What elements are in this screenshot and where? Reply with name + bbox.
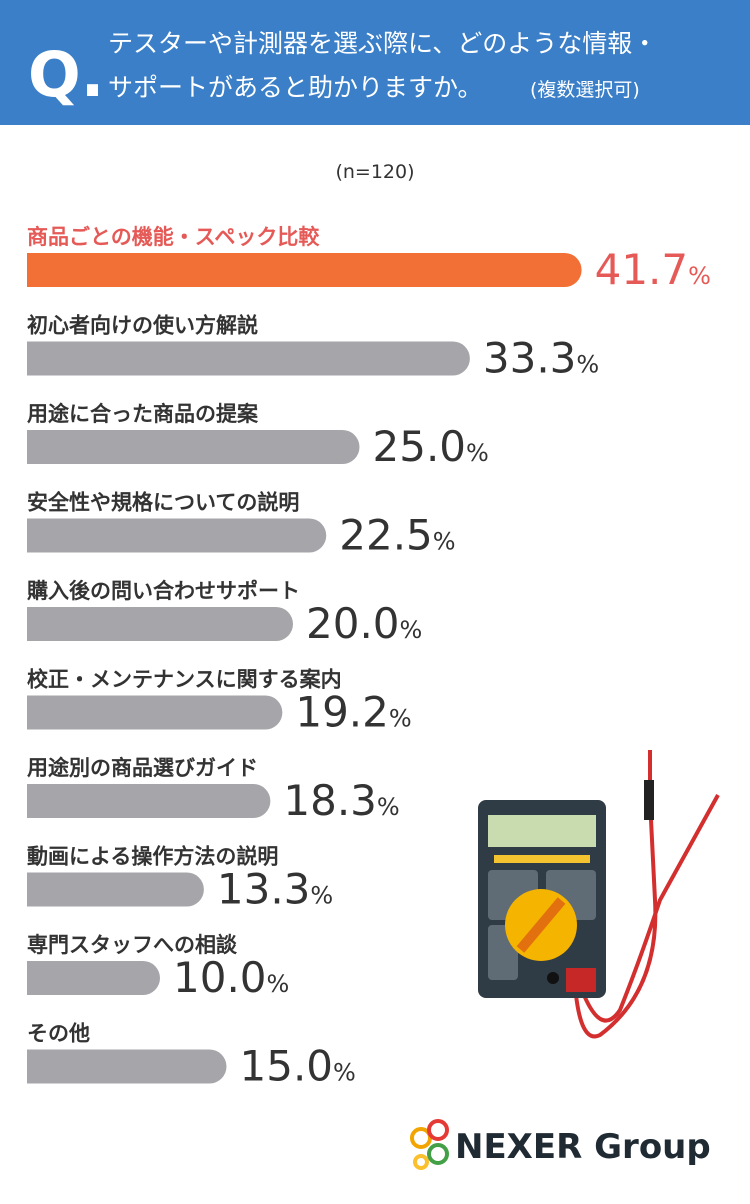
bar bbox=[27, 695, 283, 730]
value-label: 25.0% bbox=[373, 422, 489, 471]
category-label: 専門スタッフへの相談 bbox=[27, 933, 238, 957]
category-label: 用途別の商品選びガイド bbox=[27, 756, 258, 780]
question: テスターや計測器を選ぶ際に、どのような情報・ bbox=[108, 29, 657, 58]
bar bbox=[27, 430, 360, 464]
value-label: 20.0% bbox=[306, 599, 422, 648]
bar bbox=[27, 961, 160, 995]
bar bbox=[27, 607, 293, 641]
category-label: 購入後の問い合わせサポート bbox=[26, 579, 300, 603]
category-label: 校正・メンテナンスに関する案内 bbox=[27, 668, 342, 692]
bar bbox=[27, 253, 582, 287]
value-label: 22.5% bbox=[339, 511, 455, 560]
value-label: 19.2% bbox=[295, 688, 411, 737]
bar bbox=[27, 872, 204, 907]
category-label: 初心者向けの使い方解説 bbox=[27, 314, 258, 338]
bar bbox=[27, 518, 327, 553]
value-label: 13.3% bbox=[217, 865, 333, 914]
value-label: 33.3% bbox=[483, 334, 599, 383]
bar bbox=[27, 1049, 227, 1084]
value-label: 10.0% bbox=[173, 953, 289, 1002]
logo: NEXER Group bbox=[410, 1119, 711, 1170]
bar bbox=[27, 341, 470, 376]
value-label: 18.3% bbox=[283, 776, 399, 825]
question: サポートがあると助かりますか。 bbox=[108, 73, 483, 102]
category-label: 用途に合った商品の提案 bbox=[27, 402, 259, 426]
category-label: その他 bbox=[27, 1022, 90, 1046]
value-label: 41.7% bbox=[595, 245, 711, 294]
category-label: 商品ごとの機能・スペック比較 bbox=[27, 225, 320, 249]
logo-text: NEXER Group bbox=[455, 1127, 711, 1167]
question-note: (複数選択可) bbox=[530, 79, 640, 101]
header-band bbox=[0, 0, 750, 125]
q-mark: Q. bbox=[28, 38, 104, 111]
category-label: 動画による操作方法の説明 bbox=[27, 845, 278, 869]
bar-chart: 商品ごとの機能・スペック比較 41.7% 初心者向けの使い方解説 33.3% 用途に合っ… bbox=[26, 225, 711, 1091]
value-label: 15.0% bbox=[240, 1042, 356, 1091]
multimeter-illustration bbox=[478, 750, 720, 1039]
category-label: 安全性や規格についての説明 bbox=[27, 491, 299, 515]
sample-size: (n=120) bbox=[335, 161, 414, 183]
bar bbox=[27, 784, 271, 818]
